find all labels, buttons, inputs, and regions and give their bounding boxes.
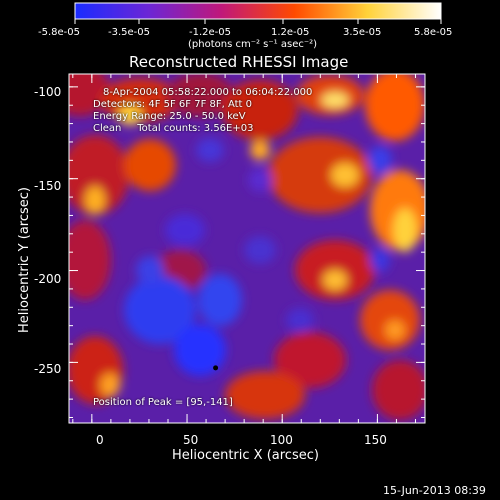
heatmap-blob-7 <box>124 139 176 191</box>
heatmap-blob-36 <box>370 248 390 272</box>
heatmap-blob-8 <box>268 137 372 213</box>
colorbar-tick-label-3: 1.2e-05 <box>271 27 310 38</box>
heatmap-blob-5 <box>365 74 425 141</box>
annotation-energy-range: Energy Range: 25.0 - 50.0 keV <box>93 111 246 122</box>
heatmap-blob-29 <box>198 274 242 326</box>
colorbar-tick-label-5: 5.8e-05 <box>414 27 453 38</box>
heatmap-blob-16 <box>372 360 425 420</box>
heatmap-blob-34 <box>248 168 272 192</box>
heatmap-blob-12 <box>360 290 420 350</box>
heatmap-blob-37 <box>196 138 224 162</box>
heatmap-blob-20 <box>393 208 417 252</box>
y-tick-label-2: -200 <box>34 272 62 286</box>
annotation-clean-total-counts: Clean Total counts: 3.56E+03 <box>93 123 254 134</box>
heatmap-blob-24 <box>323 270 347 290</box>
colorbar-units-label: (photons cm⁻² s⁻¹ asec⁻²) <box>188 39 318 50</box>
heatmap-blob-30 <box>174 324 226 376</box>
heatmap-blob-35 <box>368 146 392 174</box>
x-axis-label: Heliocentric X (arcsec) <box>172 448 319 463</box>
y-tick-label-1: -150 <box>34 179 62 193</box>
heatmap-blob-22 <box>331 163 359 187</box>
heatmap-blob-33 <box>286 308 314 332</box>
peak-marker <box>213 365 219 371</box>
colorbar-tick-label-0: -5.8e-05 <box>38 27 80 38</box>
heatmap-blob-19 <box>321 92 349 108</box>
heatmap-blob-18 <box>118 105 142 125</box>
colorbar-tick-label-1: -3.5e-05 <box>108 27 150 38</box>
heatmap-blob-28 <box>124 276 196 344</box>
annotation-peak-position: Position of Peak = [95,-141] <box>93 397 233 408</box>
footer-timestamp: 15-Jun-2013 08:39 <box>383 484 486 497</box>
heatmap-blob-26 <box>100 373 120 397</box>
heatmap-blob-13 <box>274 332 346 388</box>
colorbar-tick-label-2: -1.2e-05 <box>189 27 231 38</box>
annotation-time-range: 8-Apr-2004 05:58:22.000 to 06:04:22.000 <box>103 87 313 98</box>
plot-frame <box>68 73 426 424</box>
y-tick-label-3: -250 <box>34 362 62 376</box>
heatmap-blob-15 <box>225 371 305 419</box>
heatmap-blob-31 <box>136 256 164 284</box>
heatmap-blob-layer <box>69 74 425 420</box>
chart-title: Reconstructed RHESSI Image <box>129 53 349 71</box>
heatmap-blob-27 <box>165 214 205 246</box>
heatmap-blob-6 <box>69 135 129 215</box>
heatmap-blob-2 <box>166 74 234 117</box>
x-tick-label-0: 0 <box>96 433 104 447</box>
heatmap-blob-10 <box>69 220 111 300</box>
x-tick-label-3: 150 <box>364 433 387 447</box>
y-tick-label-0: -100 <box>34 85 62 99</box>
colorbar-tick-label-4: 3.5e-05 <box>343 27 382 38</box>
heatmap-blob-32 <box>244 236 276 264</box>
heatmap-blob-23 <box>250 140 270 160</box>
x-tick-label-2: 100 <box>270 433 293 447</box>
y-axis-label: Heliocentric Y (arcsec) <box>17 187 32 333</box>
heatmap-blob-25 <box>385 320 405 340</box>
heatmap-blob-3 <box>222 80 298 140</box>
heatmap-blob-0 <box>69 74 110 116</box>
x-tick-label-1: 50 <box>183 433 199 447</box>
colorbar <box>74 2 442 20</box>
annotation-detectors: Detectors: 4F 5F 6F 7F 8F, Att 0 <box>93 99 253 110</box>
heatmap-blob-21 <box>85 186 105 214</box>
